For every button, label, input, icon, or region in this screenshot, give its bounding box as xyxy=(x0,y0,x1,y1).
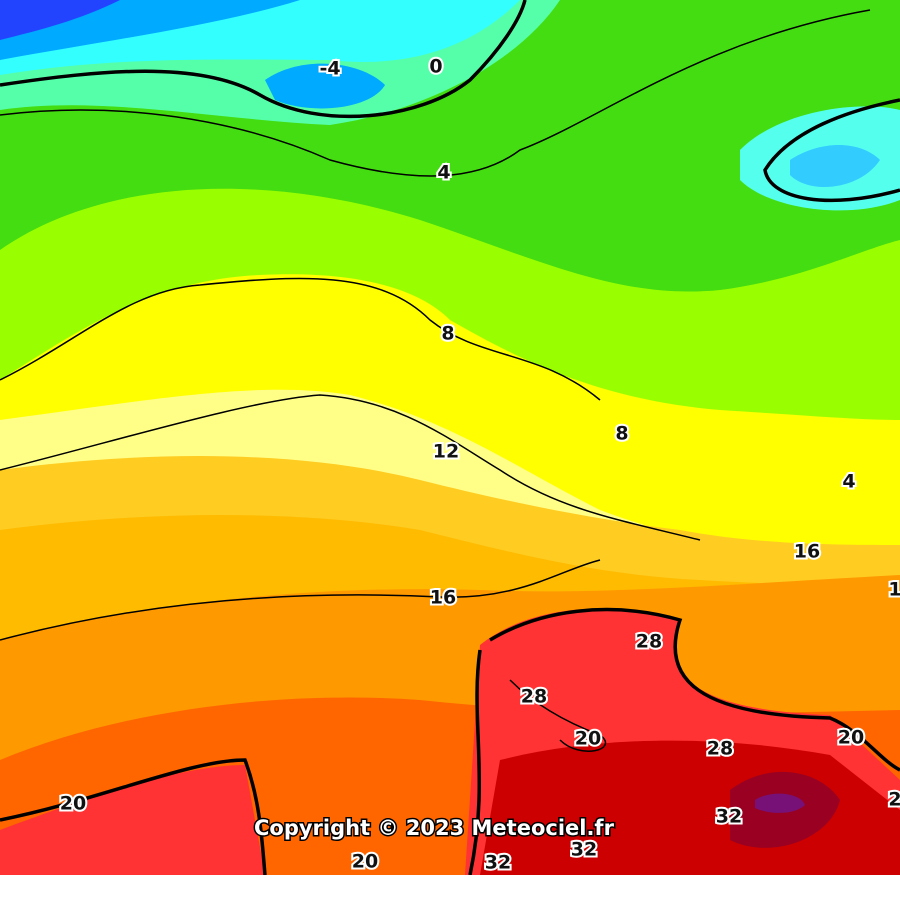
contour-label: 32 xyxy=(716,806,742,828)
contour-label: 4 xyxy=(842,471,855,493)
contour-label: 0 xyxy=(429,56,442,78)
contour-label: -4 xyxy=(319,58,340,80)
contour-label: 32 xyxy=(571,839,597,861)
contour-label: 32 xyxy=(485,852,511,874)
contour-label: 20 xyxy=(575,728,601,750)
isotherms xyxy=(0,0,900,876)
contour-label: 28 xyxy=(636,631,662,653)
footer-strip xyxy=(0,875,900,900)
contour-label: 28 xyxy=(521,686,547,708)
contour-label: 16 xyxy=(430,587,456,609)
contour-label: 12 xyxy=(433,441,459,463)
contour-labels: -4 0 4 8 8 12 4 16 16 28 28 20 28 20 20 32 20 32 32 2 1 xyxy=(58,54,900,876)
contour-label: 2 xyxy=(888,789,900,811)
temperature-fields xyxy=(0,0,900,876)
contour-label: 1 xyxy=(888,579,900,601)
copyright: Copyright © 2023 Meteociel.fr xyxy=(254,816,615,840)
contour-label: 28 xyxy=(707,738,733,760)
contour-label: 16 xyxy=(794,541,820,563)
contour-label: 8 xyxy=(441,323,454,345)
contour-label: 20 xyxy=(60,793,86,815)
contour-label: 8 xyxy=(615,423,628,445)
contour-label: 4 xyxy=(437,162,450,184)
contour-label: 20 xyxy=(352,851,378,873)
contour-label: 20 xyxy=(838,727,864,749)
